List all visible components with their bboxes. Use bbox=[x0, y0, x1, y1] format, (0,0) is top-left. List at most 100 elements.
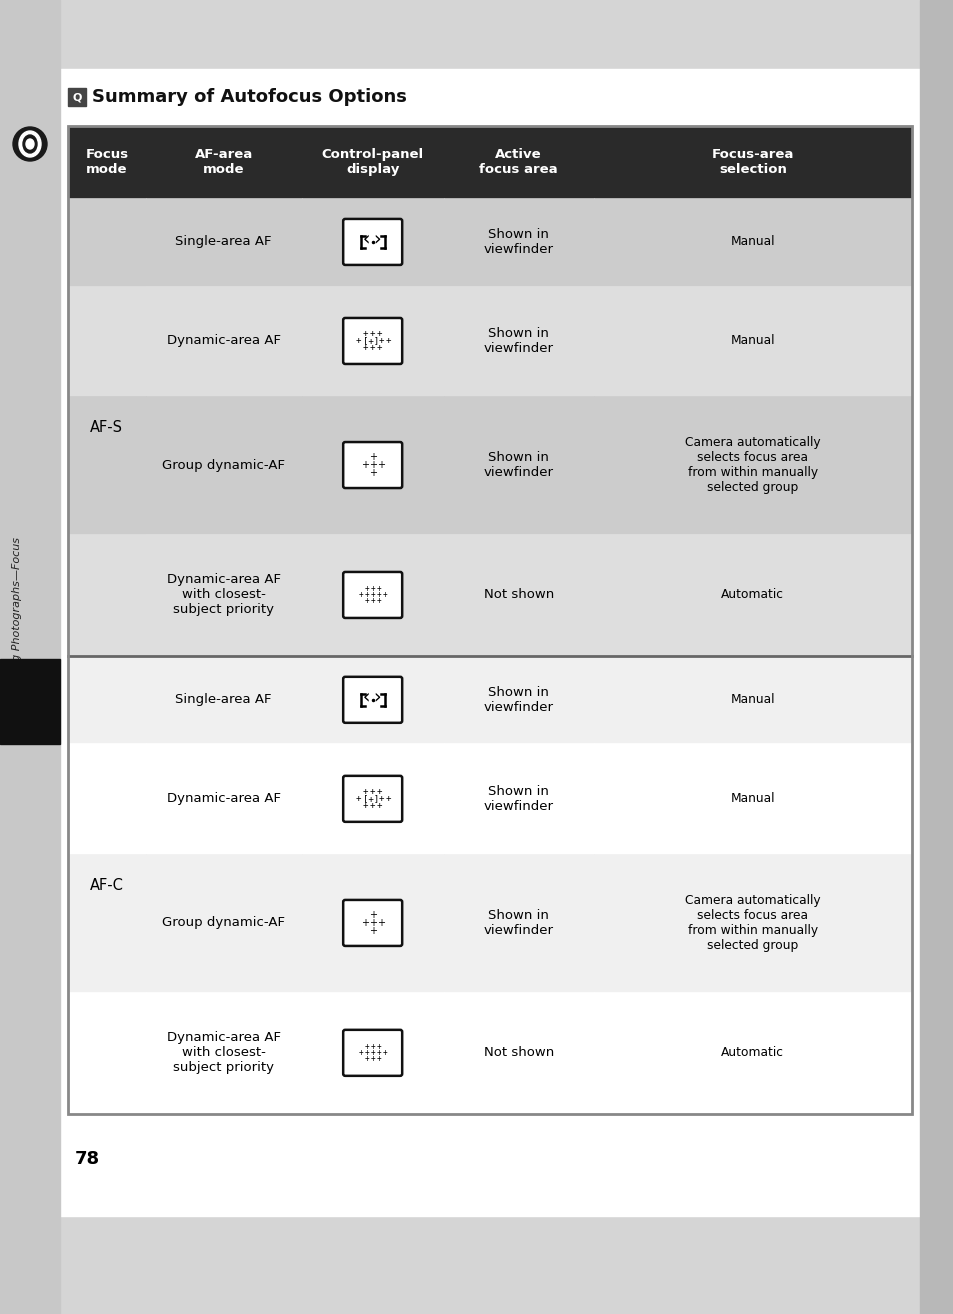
Text: +: + bbox=[362, 330, 368, 339]
Text: Summary of Autofocus Options: Summary of Autofocus Options bbox=[91, 88, 406, 106]
Text: Group dynamic-AF: Group dynamic-AF bbox=[162, 916, 285, 929]
Bar bbox=[146, 533, 301, 656]
Text: +: + bbox=[370, 330, 375, 339]
Text: +: + bbox=[370, 1049, 375, 1058]
Bar bbox=[301, 533, 443, 656]
Bar bbox=[593, 285, 911, 397]
Bar bbox=[301, 854, 443, 992]
Text: +: + bbox=[360, 460, 368, 470]
Text: +: + bbox=[376, 1054, 380, 1063]
FancyBboxPatch shape bbox=[343, 572, 402, 618]
Text: Automatic: Automatic bbox=[720, 589, 783, 602]
Bar bbox=[0, 660, 60, 744]
Text: +: + bbox=[376, 590, 380, 599]
Text: +: + bbox=[355, 336, 361, 346]
Bar bbox=[301, 397, 443, 533]
Text: Shown in
viewfinder: Shown in viewfinder bbox=[483, 784, 553, 813]
FancyBboxPatch shape bbox=[343, 775, 402, 821]
Text: Shown in
viewfinder: Shown in viewfinder bbox=[483, 227, 553, 256]
Text: Shown in
viewfinder: Shown in viewfinder bbox=[483, 909, 553, 937]
Text: +: + bbox=[362, 802, 368, 811]
Text: Taking Photographs—Focus: Taking Photographs—Focus bbox=[12, 537, 22, 690]
Bar bbox=[68, 285, 146, 397]
Text: +: + bbox=[355, 795, 361, 803]
Text: Active
focus area: Active focus area bbox=[478, 148, 558, 176]
Bar bbox=[68, 854, 146, 992]
Bar bbox=[60, 70, 919, 1215]
Text: Manual: Manual bbox=[730, 694, 775, 707]
Text: +: + bbox=[370, 802, 375, 811]
Ellipse shape bbox=[26, 139, 34, 148]
Bar bbox=[443, 992, 593, 1114]
Bar bbox=[443, 285, 593, 397]
Text: +: + bbox=[370, 1054, 375, 1063]
Text: +: + bbox=[364, 597, 369, 606]
Text: ‹›: ‹› bbox=[360, 230, 384, 248]
Text: +: + bbox=[364, 1042, 369, 1051]
Bar bbox=[68, 744, 146, 854]
Text: +: + bbox=[368, 918, 376, 928]
Text: Manual: Manual bbox=[730, 235, 775, 248]
FancyBboxPatch shape bbox=[343, 1030, 402, 1076]
Text: +: + bbox=[376, 802, 382, 811]
Bar bbox=[593, 992, 911, 1114]
FancyBboxPatch shape bbox=[343, 219, 402, 265]
Bar bbox=[301, 656, 443, 744]
Bar bbox=[146, 397, 301, 533]
FancyBboxPatch shape bbox=[343, 677, 402, 723]
Text: Focus
mode: Focus mode bbox=[85, 148, 129, 176]
Text: +: + bbox=[364, 1049, 369, 1058]
Text: AF-S: AF-S bbox=[91, 419, 123, 435]
Text: Not shown: Not shown bbox=[483, 589, 554, 602]
Bar bbox=[68, 126, 146, 198]
Bar bbox=[68, 656, 146, 744]
Text: Manual: Manual bbox=[730, 792, 775, 805]
Bar bbox=[593, 533, 911, 656]
Text: Single-area AF: Single-area AF bbox=[175, 694, 272, 707]
Text: +: + bbox=[364, 590, 369, 599]
Text: Camera automatically
selects focus area
from within manually
selected group: Camera automatically selects focus area … bbox=[684, 894, 820, 951]
Text: Control-panel
display: Control-panel display bbox=[321, 148, 423, 176]
Text: +: + bbox=[364, 1054, 369, 1063]
Bar bbox=[68, 88, 86, 106]
Text: [+]: [+] bbox=[362, 795, 378, 803]
Text: +: + bbox=[370, 597, 375, 606]
Bar bbox=[593, 126, 911, 198]
Text: Shown in
viewfinder: Shown in viewfinder bbox=[483, 686, 553, 714]
Bar bbox=[443, 656, 593, 744]
Bar bbox=[593, 397, 911, 533]
Text: +: + bbox=[378, 336, 384, 346]
Text: +: + bbox=[376, 1049, 380, 1058]
Text: +: + bbox=[368, 468, 376, 478]
Text: Manual: Manual bbox=[730, 335, 775, 347]
Text: Q: Q bbox=[72, 92, 82, 102]
Bar bbox=[146, 854, 301, 992]
Text: +: + bbox=[370, 585, 375, 594]
Text: Dynamic-area AF: Dynamic-area AF bbox=[167, 335, 280, 347]
Text: +: + bbox=[376, 1042, 380, 1051]
Bar bbox=[68, 198, 146, 656]
Text: +: + bbox=[376, 597, 380, 606]
Text: [+]: [+] bbox=[362, 336, 378, 346]
Bar bbox=[593, 656, 911, 744]
Text: Camera automatically
selects focus area
from within manually
selected group: Camera automatically selects focus area … bbox=[684, 436, 820, 494]
Bar bbox=[0, 0, 60, 1314]
Bar bbox=[593, 854, 911, 992]
Text: 78: 78 bbox=[75, 1150, 100, 1168]
Text: +: + bbox=[370, 343, 375, 352]
Text: AF-C: AF-C bbox=[90, 878, 124, 892]
FancyBboxPatch shape bbox=[343, 442, 402, 487]
Bar bbox=[146, 126, 301, 198]
Text: +: + bbox=[370, 1042, 375, 1051]
Bar bbox=[146, 198, 301, 285]
Text: +: + bbox=[362, 343, 368, 352]
Text: +: + bbox=[358, 590, 362, 599]
Text: +: + bbox=[368, 926, 376, 936]
Bar bbox=[301, 992, 443, 1114]
Bar bbox=[443, 744, 593, 854]
Bar bbox=[146, 656, 301, 744]
Bar bbox=[68, 126, 911, 1114]
Text: +: + bbox=[364, 585, 369, 594]
Bar bbox=[443, 198, 593, 285]
Bar bbox=[443, 126, 593, 198]
